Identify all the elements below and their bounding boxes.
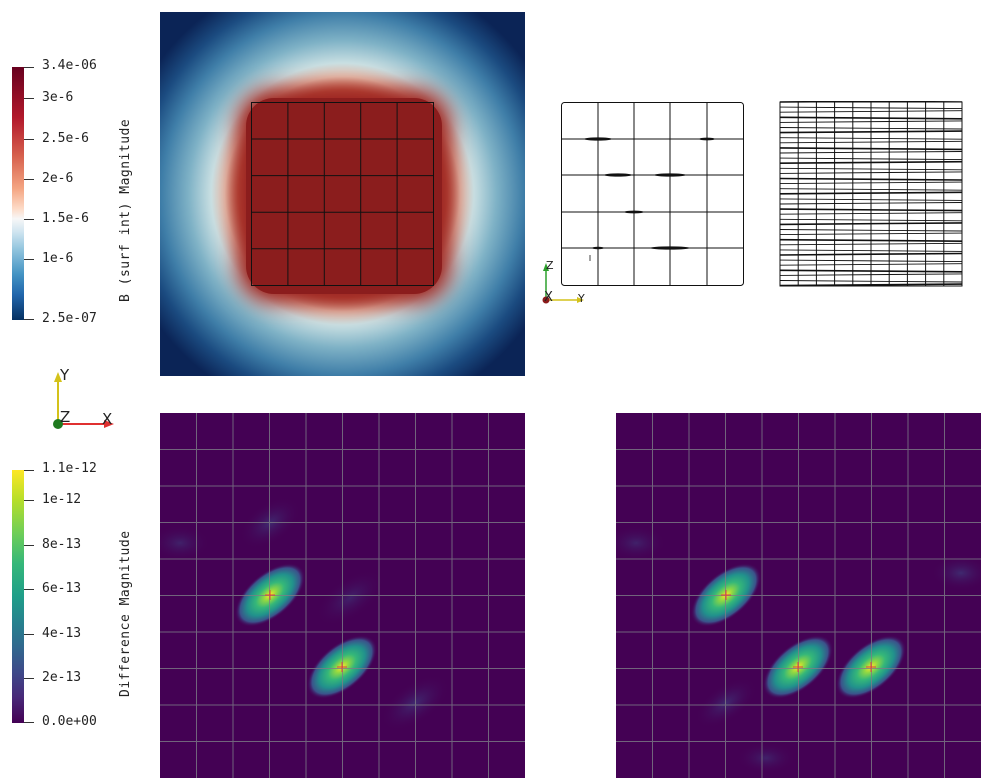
field-grid bbox=[251, 102, 434, 286]
colorbar-bottom-tick: 1.1e-12 bbox=[42, 461, 97, 476]
colorbar-top-ticks bbox=[24, 67, 36, 320]
colorbar-bottom-tick: 4e-13 bbox=[42, 626, 82, 641]
colorbar-bottom bbox=[12, 470, 24, 723]
axes-triad-left bbox=[53, 372, 114, 429]
colorbar-bottom-tick: 2e-13 bbox=[42, 670, 82, 685]
axes-triad-mesh bbox=[542, 263, 584, 304]
colorbar-top-tick: 1e-6 bbox=[42, 251, 74, 266]
mesh-axis-y-label: Y bbox=[578, 292, 585, 305]
axis-z-label: Z bbox=[60, 408, 71, 426]
mesh-wireframe-view[interactable] bbox=[560, 101, 746, 287]
colorbar-bottom-tick: 6e-13 bbox=[42, 581, 82, 596]
mesh-dense-view[interactable] bbox=[779, 101, 963, 287]
field-magnitude-view[interactable] bbox=[160, 12, 525, 376]
colorbar-bottom-tick: 8e-13 bbox=[42, 537, 82, 552]
axis-y-label: Y bbox=[60, 366, 70, 384]
axis-x-label: X bbox=[102, 410, 113, 428]
colorbar-top-tick: 2e-6 bbox=[42, 171, 74, 186]
field-core bbox=[246, 98, 442, 294]
colorbar-top-tick: 1.5e-6 bbox=[42, 211, 89, 226]
mesh-axis-x-label: X bbox=[544, 290, 553, 305]
colorbar-top-title: B (surf int) Magnitude bbox=[118, 118, 133, 302]
colorbar-bottom-tick: 0.0e+00 bbox=[42, 714, 97, 729]
colorbar-top-tick: 2.5e-6 bbox=[42, 131, 89, 146]
colorbar-bottom-title: Difference Magnitude bbox=[118, 530, 133, 697]
mesh-axis-z-label: Z bbox=[546, 259, 554, 272]
colorbar-top bbox=[12, 67, 24, 320]
difference-view-right[interactable] bbox=[616, 413, 981, 778]
colorbar-bottom-tick: 1e-12 bbox=[42, 492, 82, 507]
colorbar-bottom-ticks bbox=[24, 470, 36, 723]
colorbar-top-tick: 3e-6 bbox=[42, 90, 74, 105]
colorbar-top-tick: 2.5e-07 bbox=[42, 311, 97, 326]
difference-view-left[interactable] bbox=[160, 413, 525, 778]
colorbar-top-tick: 3.4e-06 bbox=[42, 58, 97, 73]
